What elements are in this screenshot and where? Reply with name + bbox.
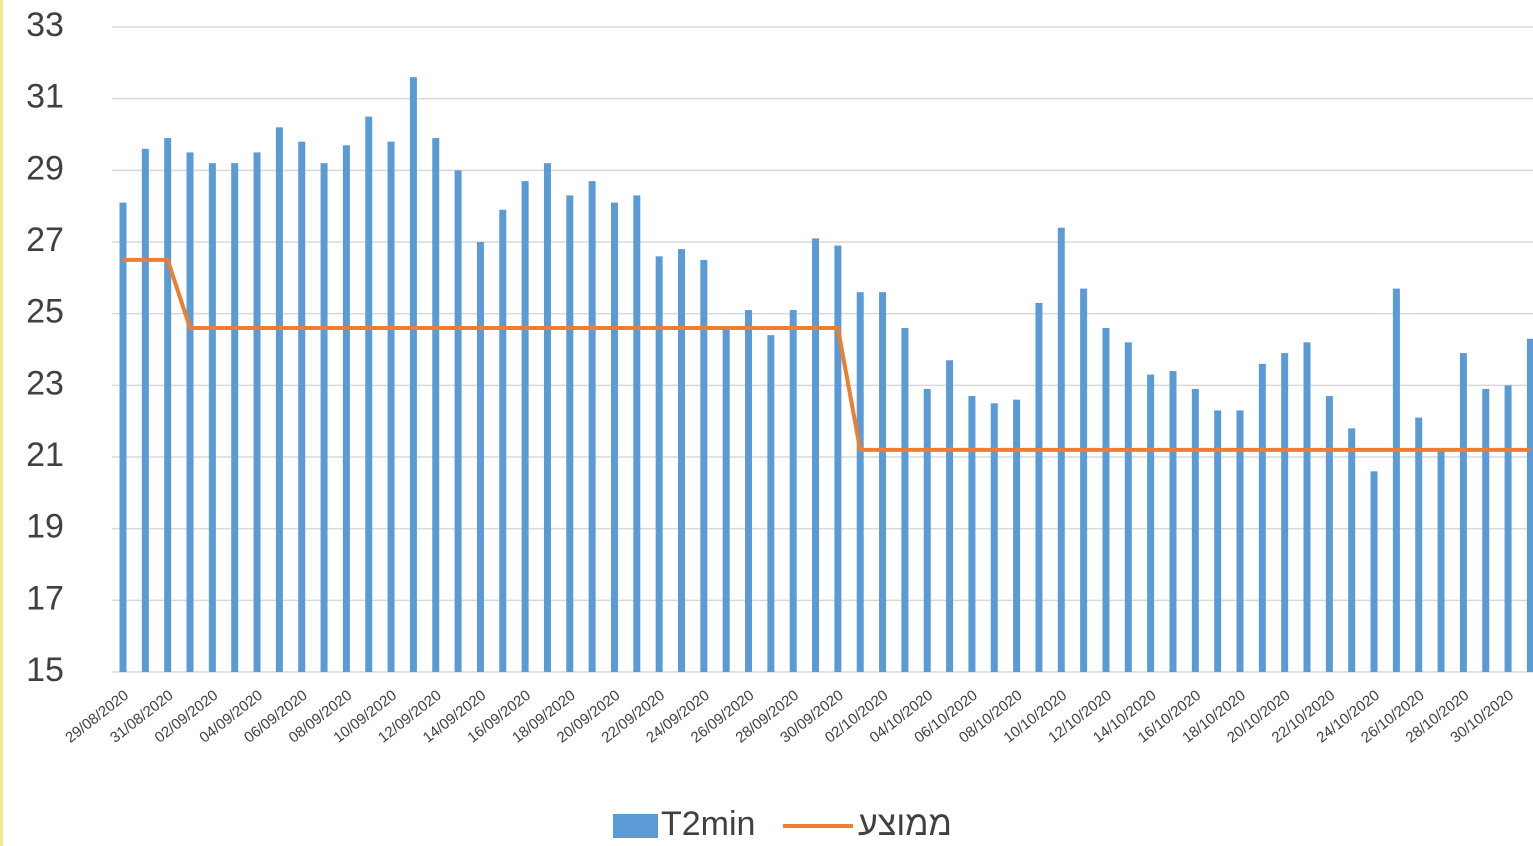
bar xyxy=(1124,342,1132,672)
bar xyxy=(1035,302,1043,672)
y-tick-label: 17 xyxy=(26,579,64,617)
bar xyxy=(499,209,507,672)
bar xyxy=(1348,428,1356,672)
bar xyxy=(521,181,529,673)
bar xyxy=(1191,388,1199,672)
bar xyxy=(141,148,149,673)
y-tick-label: 25 xyxy=(26,293,64,331)
bar xyxy=(946,360,954,672)
y-tick-label: 15 xyxy=(26,651,64,689)
bar xyxy=(1147,374,1155,672)
bar xyxy=(1392,288,1400,672)
bar xyxy=(789,310,797,672)
bar xyxy=(566,195,574,672)
bar xyxy=(1214,410,1222,672)
bar xyxy=(231,163,239,672)
bar xyxy=(610,202,618,673)
bar xyxy=(1102,328,1110,672)
bar xyxy=(1437,449,1445,672)
bar xyxy=(1258,363,1266,672)
bar xyxy=(1482,388,1490,672)
bar xyxy=(164,138,172,673)
y-tick-label: 29 xyxy=(26,149,64,187)
y-tick-label: 19 xyxy=(26,508,64,546)
bar xyxy=(208,163,216,672)
bar xyxy=(856,292,864,672)
legend-label: ממוצע xyxy=(858,805,952,843)
bar xyxy=(1459,353,1467,672)
y-tick-label: 31 xyxy=(26,78,64,116)
bar xyxy=(633,195,641,672)
bar xyxy=(834,245,842,673)
bar xyxy=(1526,338,1533,672)
y-tick-label: 23 xyxy=(26,364,64,402)
bar xyxy=(678,249,685,672)
bar xyxy=(700,259,708,672)
y-tick-label: 33 xyxy=(26,6,64,44)
bar xyxy=(923,388,931,672)
bar xyxy=(1415,417,1423,672)
bar xyxy=(1370,471,1378,672)
bar xyxy=(320,163,328,672)
bar xyxy=(901,328,909,672)
bar xyxy=(543,163,551,672)
bar xyxy=(454,170,462,673)
bar xyxy=(1281,353,1289,672)
bar xyxy=(387,141,395,672)
bar xyxy=(253,152,261,672)
bar xyxy=(119,202,127,673)
bar xyxy=(1303,342,1311,672)
bar xyxy=(409,77,417,672)
bar xyxy=(1325,396,1333,672)
bar xyxy=(879,292,887,672)
bar xyxy=(745,310,753,672)
bar xyxy=(722,328,730,672)
line xyxy=(123,257,1531,452)
bar xyxy=(990,403,998,672)
bar xyxy=(1169,371,1177,672)
bar xyxy=(298,141,306,672)
bar xyxy=(655,256,663,672)
y-tick-label: 27 xyxy=(26,221,64,259)
bar xyxy=(968,396,976,672)
legend-label: T2min xyxy=(661,805,755,843)
legend-swatch xyxy=(613,814,658,838)
bar xyxy=(588,181,596,673)
bar xyxy=(812,238,820,672)
bar xyxy=(1080,288,1088,672)
bar xyxy=(365,116,373,673)
bar xyxy=(1504,385,1512,672)
bar xyxy=(342,145,350,672)
bar xyxy=(275,127,283,673)
bar xyxy=(1236,410,1244,672)
bar xyxy=(186,152,194,672)
y-tick-label: 21 xyxy=(26,436,64,474)
bar xyxy=(432,138,440,673)
bar xyxy=(1013,399,1021,672)
bar xyxy=(476,242,484,672)
bar xyxy=(767,335,775,672)
